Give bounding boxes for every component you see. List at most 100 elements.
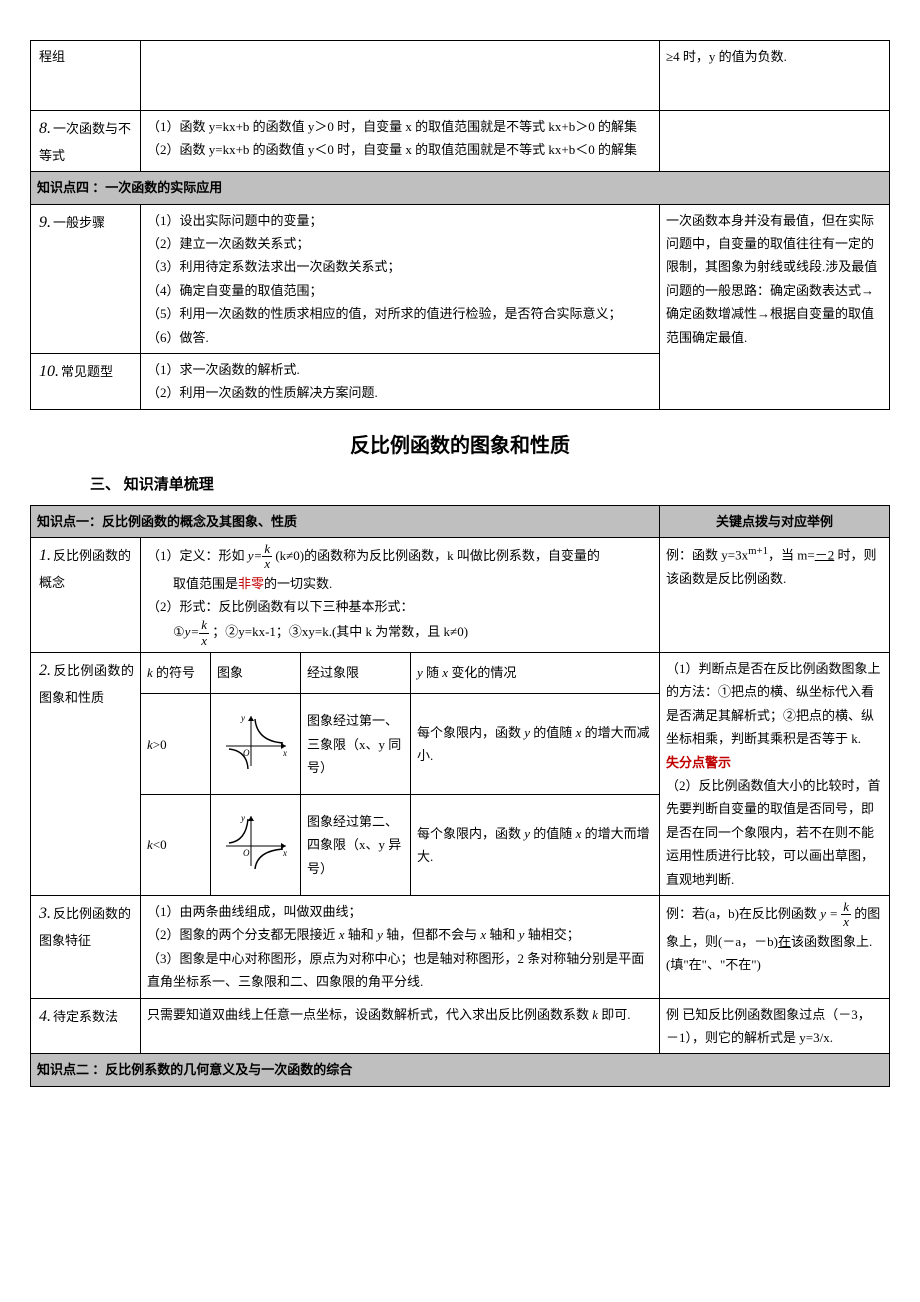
t2-hdr1: 知识点一：反比例函数的概念及其图象、性质 关键点拨与对应举例 — [31, 505, 890, 537]
t2-r1-lbl-text: 反比例函数的概念 — [39, 548, 131, 590]
r9-lbl-text: 一般步骤 — [53, 215, 105, 230]
t2-r2-kpos-graph: xyO — [211, 694, 301, 795]
svg-text:y: y — [240, 713, 245, 723]
t2-r2-kpos-sym: k>0 — [141, 694, 211, 795]
frac-icon: kx — [262, 542, 272, 572]
t2-r2-kneg-graph: xyO — [211, 795, 301, 896]
t2-r4-num: 4. — [39, 1008, 51, 1025]
t2-r2-lbl-text: 反比例函数的图象和性质 — [39, 663, 134, 705]
t2-r3-eq: y = — [820, 906, 841, 921]
t2-r4-lbl-text: 待定系数法 — [53, 1009, 118, 1024]
section-title-2: 反比例函数的图象和性质 — [30, 428, 890, 464]
t2-hdr2: 知识点二 ：反比例系数的几何意义及与一次函数的综合 — [31, 1054, 890, 1086]
section-sub-2: 三、 知识清单梳理 — [90, 472, 890, 499]
t2-r1-rb: ，当 m= — [768, 547, 815, 562]
r10-l1: （1）求一次函数的解析式. — [147, 358, 653, 381]
t2-r3-label: 3.反比例函数的图象特征 — [31, 895, 141, 998]
t2-r2-right2: （2）反比例函数值大小的比较时，首先要判断自变量的取值是否同号，即是否在同一个象… — [666, 778, 881, 887]
svg-text:y: y — [240, 813, 245, 823]
t2-r2-num: 2. — [39, 662, 51, 679]
t2-r3-l3: （3）图象是中心对称图形，原点为对称中心；也是轴对称图形，2 条对称轴分别是平面… — [147, 947, 653, 994]
t2-hdr1-left: 知识点一：反比例函数的概念及其图象、性质 — [31, 505, 660, 537]
t2-r2-h1: k k 的符号的符号 — [141, 653, 211, 694]
t2-r2-kpos-v: 每个象限内，函数 y 的值随 x 的增大而减小. — [411, 694, 660, 795]
r7-right: ≥4 时，y 的值为负数. — [660, 41, 890, 111]
t2-r1-t3a: ① — [173, 624, 185, 639]
r8-label: 8.一次函数与不等式 — [31, 111, 141, 172]
t2-row4: 4.待定系数法 只需要知道双曲线上任意一点坐标，设函数解析式，代入求出反比例函数… — [31, 998, 890, 1054]
t2-r2-right: （1）判断点是否在反比例函数图象上的方法：①把点的横、纵坐标代入看是否满足其解析… — [660, 653, 890, 896]
r9-l2: （2）建立一次函数关系式； — [147, 232, 653, 255]
t2-r4-right: 例 已知反比例函数图象过点（－3，－1），则它的解析式是 y=3/x. — [660, 998, 890, 1054]
t2-r1-t1a: （1）定义：形如 — [147, 548, 245, 563]
t2-r1-num: 1. — [39, 547, 51, 564]
svg-text:x: x — [282, 748, 287, 758]
t2-r1-t1b: (k≠0)的函数称为反比例函数，k 叫做比例系数，自变量的 — [275, 548, 600, 563]
r9-l4: （4）确定自变量的取值范围； — [147, 279, 653, 302]
t2-r3-l1: （1）由两条曲线组成，叫做双曲线； — [147, 900, 653, 923]
t2-r1-ra: 例：函数 y=3x — [666, 547, 748, 562]
t2-r1-t1c: 取值范围是 — [173, 576, 238, 591]
t2-r4-label: 4.待定系数法 — [31, 998, 141, 1054]
r8-num: 8. — [39, 120, 51, 137]
r10-content: （1）求一次函数的解析式. （2）利用一次函数的性质解决方案问题. — [141, 353, 660, 409]
t2-r4-content: 只需要知道双曲线上任意一点坐标，设函数解析式，代入求出反比例函数系数 k 即可. — [141, 998, 660, 1054]
r9-l1: （1）设出实际问题中的变量； — [147, 209, 653, 232]
r10-label: 10.常见题型 — [31, 353, 141, 409]
t2-hdr1-right: 关键点拨与对应举例 — [660, 505, 890, 537]
t2-r2-kneg-v: 每个象限内，函数 y 的值随 x 的增大而增大. — [411, 795, 660, 896]
t2-r1-eq3: y= — [185, 624, 200, 639]
r8-line2: （2）函数 y=kx+b 的函数值 y＜0 时，自变量 x 的取值范围就是不等式… — [147, 138, 653, 161]
t2-r1-label: 1.反比例函数的概念 — [31, 538, 141, 653]
r9-l5: （5）利用一次函数的性质求相应的值，对所求的值进行检验，是否符合实际意义； — [147, 302, 653, 325]
t2-r1-t1d: 的一切实数. — [264, 576, 332, 591]
t2-r1-right: 例：函数 y=3xm+1，当 m=－2 时，则该函数是反比例函数. — [660, 538, 890, 653]
t2-r3-lbl-text: 反比例函数的图象特征 — [39, 906, 131, 948]
inverse-fn-table: 知识点一：反比例函数的概念及其图象、性质 关键点拨与对应举例 1.反比例函数的概… — [30, 505, 890, 1087]
t2-r2-label: 2.反比例函数的图象和性质 — [31, 653, 141, 896]
t2-r2-kneg-sym: k<0 — [141, 795, 211, 896]
r8-content: （1）函数 y=kx+b 的函数值 y＞0 时，自变量 x 的取值范围就是不等式… — [141, 111, 660, 172]
r8-right — [660, 111, 890, 172]
r8-line1: （1）函数 y=kx+b 的函数值 y＞0 时，自变量 x 的取值范围就是不等式… — [147, 115, 653, 138]
t2-r3-ru: 在 — [778, 934, 791, 949]
t2-r2-h2: 图象 — [211, 653, 301, 694]
t2-r1-ru: －2 — [815, 547, 835, 562]
frac-icon-2: kx — [199, 618, 209, 648]
r8-lbl-text: 一次函数与不等式 — [39, 121, 131, 163]
hdr-4: 知识点四 ：一次函数的实际应用 — [31, 172, 890, 204]
r7-label: 程组 — [31, 41, 141, 111]
t2-r2-subhdr: 2.反比例函数的图象和性质 k k 的符号的符号 图象 经过象限 y 随 x 变… — [31, 653, 890, 694]
t2-r1-nz: 非零 — [238, 576, 264, 591]
t2-r2-kpos-q: 图象经过第一、三象限（x、y 同号） — [301, 694, 411, 795]
t2-r3-l2: （2）图象的两个分支都无限接近 x 轴和 y 轴，但都不会与 x 轴和 y 轴相… — [147, 923, 653, 946]
r910-right: 一次函数本身并没有最值，但在实际问题中，自变量的取值往往有一定的限制，其图象为射… — [660, 204, 890, 409]
r9-label: 9.一般步骤 — [31, 204, 141, 353]
t2-r2-h4: y 随 x 变化的情况 — [411, 653, 660, 694]
hyperbola-q13-icon: xyO — [221, 711, 291, 771]
t2-r1-line2: （2）形式：反比例函数有以下三种基本形式： — [147, 595, 653, 618]
r10-l2: （2）利用一次函数的性质解决方案问题. — [147, 381, 653, 404]
r9-content: （1）设出实际问题中的变量； （2）建立一次函数关系式； （3）利用待定系数法求… — [141, 204, 660, 353]
t2-r3-num: 3. — [39, 905, 51, 922]
t2-r1-sup: m+1 — [748, 545, 768, 557]
t2-row3: 3.反比例函数的图象特征 （1）由两条曲线组成，叫做双曲线； （2）图象的两个分… — [31, 895, 890, 998]
linear-fn-table: 程组 ≥4 时，y 的值为负数. 8.一次函数与不等式 （1）函数 y=kx+b… — [30, 40, 890, 410]
t2-r2-h3: 经过象限 — [301, 653, 411, 694]
t2-r1-line1b: 取值范围是非零的一切实数. — [147, 572, 653, 595]
t2-r2-warn: 失分点警示 — [666, 755, 731, 770]
t2-r1-content: （1）定义：形如 y=kx (k≠0)的函数称为反比例函数，k 叫做比例系数，自… — [141, 538, 660, 653]
r10-lbl-text: 常见题型 — [61, 364, 113, 379]
t2-r1-line1: （1）定义：形如 y=kx (k≠0)的函数称为反比例函数，k 叫做比例系数，自… — [147, 542, 653, 572]
t2-r1-line3: ①y=kx ；②y=kx-1；③xy=k.(其中 k 为常数，且 k≠0) — [147, 618, 653, 648]
t2-r2-kneg-q: 图象经过第二、四象限（x、y 异号） — [301, 795, 411, 896]
t2-r3-content: （1）由两条曲线组成，叫做双曲线； （2）图象的两个分支都无限接近 x 轴和 y… — [141, 895, 660, 998]
r7-mid — [141, 41, 660, 111]
r10-num: 10. — [39, 363, 59, 380]
row-8: 8.一次函数与不等式 （1）函数 y=kx+b 的函数值 y＞0 时，自变量 x… — [31, 111, 890, 172]
t2-row1: 1.反比例函数的概念 （1）定义：形如 y=kx (k≠0)的函数称为反比例函数… — [31, 538, 890, 653]
svg-text:O: O — [243, 848, 250, 858]
t2-r2-right1: （1）判断点是否在反比例函数图象上的方法：①把点的横、纵坐标代入看是否满足其解析… — [666, 661, 881, 746]
hdr4-text: 知识点四 ：一次函数的实际应用 — [31, 172, 890, 204]
frac-icon-3: kx — [841, 900, 851, 930]
